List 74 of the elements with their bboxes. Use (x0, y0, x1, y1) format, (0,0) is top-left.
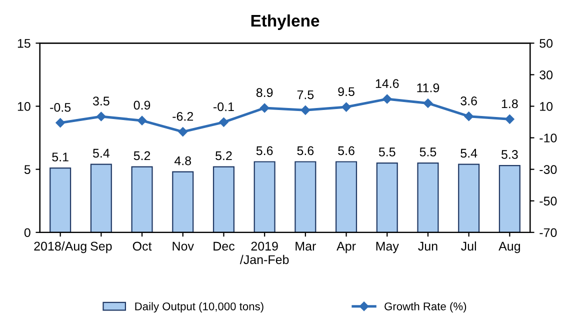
point (464, 112, 474, 121)
x-tick-label: 2019 /Jan-Feb (240, 242, 289, 264)
y-tick-label: 10 (18, 102, 30, 111)
data-label: 5.6 (338, 146, 354, 156)
legend-label: Growth Rate (%) (384, 302, 466, 313)
data-label: 9.5 (338, 87, 354, 96)
data-label: 3.5 (92, 96, 110, 106)
data-label: 5.1 (52, 152, 68, 162)
x-tick-label: Dec (214, 242, 235, 251)
point (260, 103, 270, 113)
point (423, 98, 433, 108)
data-label: 5.2 (134, 151, 150, 160)
y2-tick-label: 30 (540, 70, 553, 80)
data-label: 5.6 (297, 146, 314, 156)
x-tick-label: Jun (418, 242, 438, 251)
data-label: -0.5 (50, 102, 71, 112)
data-label: 8.9 (256, 88, 273, 97)
y2-tick-label: 10 (540, 102, 553, 111)
data-label: 5.2 (216, 151, 232, 160)
x-tick-label: Nov (172, 242, 194, 251)
point (96, 112, 106, 122)
x-tick-label: Apr (336, 242, 356, 254)
bar (376, 162, 398, 232)
data-label: 11.9 (417, 83, 440, 92)
bar (417, 162, 439, 232)
x-tick-label: May (376, 242, 399, 254)
point (219, 118, 228, 127)
point (56, 118, 65, 128)
chart-title: Ethylene (251, 14, 320, 30)
data-label: 3.6 (460, 96, 477, 106)
data-label: 5.4 (92, 148, 110, 158)
y2-tick-label: -30 (540, 165, 557, 174)
bar (336, 161, 358, 232)
y-tick-label: 0 (24, 228, 30, 238)
data-label: 0.9 (134, 100, 150, 110)
data-label: 5.3 (501, 150, 518, 159)
data-label: 7.5 (297, 90, 314, 100)
bar (50, 168, 72, 232)
data-label: 5.5 (378, 148, 396, 156)
x-tick-label: Sep (90, 242, 112, 254)
bar (131, 166, 153, 232)
data-label: -0.1 (214, 102, 234, 112)
x-tick-label: Jul (461, 241, 476, 251)
point (505, 114, 514, 124)
data-label: 5.5 (420, 148, 436, 156)
x-tick-label: Mar (296, 242, 316, 251)
data-label: 5.6 (256, 146, 273, 156)
data-label: 5.4 (460, 148, 478, 158)
legend-label: Daily Output (10,000 tons) (135, 302, 264, 313)
x-tick-label: 2018/Aug (34, 241, 86, 254)
point (342, 102, 351, 112)
y2-tick-label: -70 (540, 228, 557, 238)
y-tick-label: 5 (24, 165, 30, 174)
x-tick-label: Oct (132, 242, 152, 251)
point (178, 127, 188, 136)
point (382, 94, 392, 104)
data-label: -6.2 (172, 112, 194, 121)
bar (254, 161, 276, 232)
point (137, 116, 147, 126)
bar (212, 166, 234, 232)
bar (90, 164, 112, 232)
y2-tick-label: -10 (540, 134, 557, 142)
bar (172, 171, 194, 232)
data-label: 4.8 (174, 156, 192, 166)
data-label: 14.6 (376, 79, 399, 88)
y2-tick-label: -50 (540, 196, 557, 206)
x-tick-label: Aug (498, 242, 520, 254)
y2-tick-label: 50 (540, 38, 553, 48)
point (300, 106, 310, 115)
bar (498, 164, 520, 232)
y-tick-label: 15 (18, 39, 30, 48)
data-label: 1.8 (502, 99, 518, 108)
bar (458, 164, 480, 232)
bar (294, 161, 316, 232)
